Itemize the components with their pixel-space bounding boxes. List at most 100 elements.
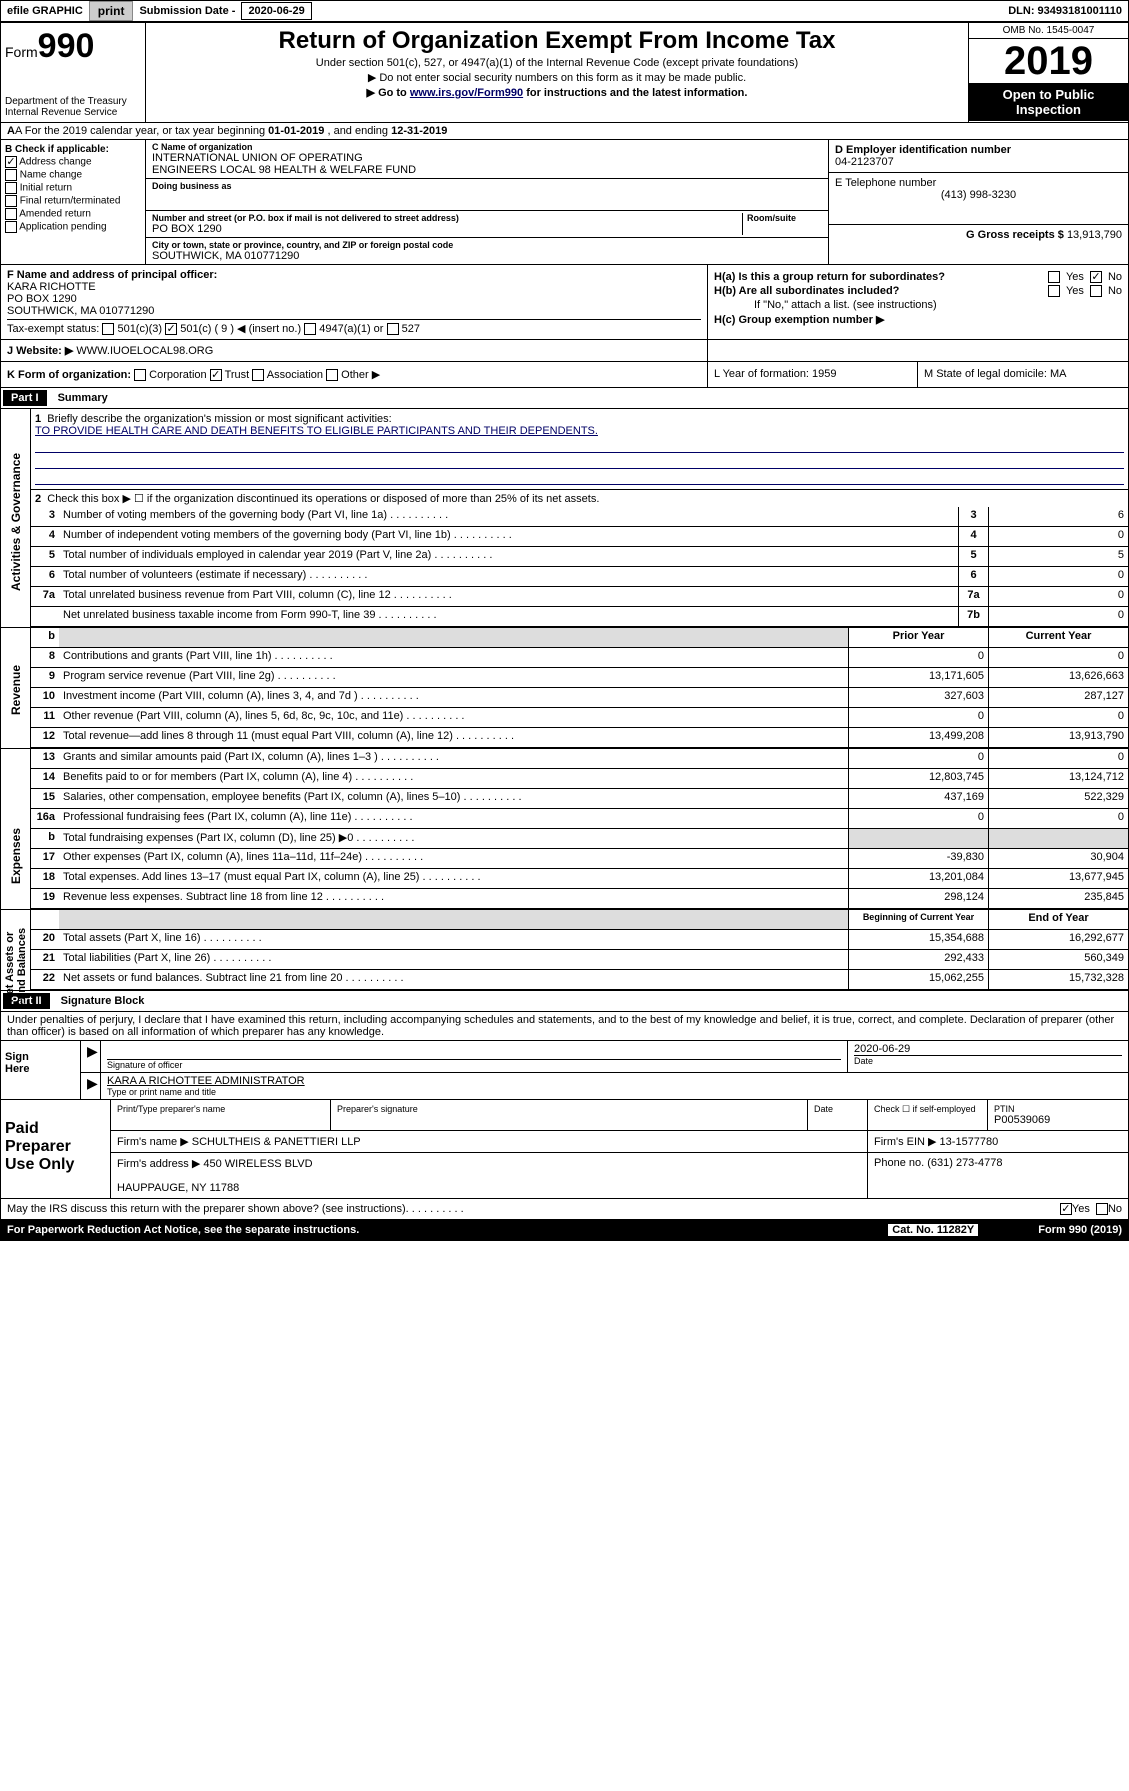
top-toolbar: efile GRAPHIC print Submission Date - 20… <box>0 0 1129 22</box>
summary-line: b Total fundraising expenses (Part IX, c… <box>31 829 1128 849</box>
line2-text: Check this box ▶ ☐ if the organization d… <box>47 493 599 505</box>
efile-label: efile GRAPHIC <box>1 3 89 19</box>
arrow-icon: ▶ <box>87 1043 98 1059</box>
paid-preparer-label: Paid Preparer Use Only <box>1 1100 111 1198</box>
gross-receipts-value: 13,913,790 <box>1067 229 1122 241</box>
org-name-label: C Name of organization <box>152 142 822 152</box>
summary-line: 3 Number of voting members of the govern… <box>31 507 1128 527</box>
current-year-val: 13,913,790 <box>988 728 1128 747</box>
vtab-net-assets: Net Assets or Fund Balances <box>1 910 31 990</box>
prior-year-val <box>848 829 988 848</box>
chk-assoc[interactable] <box>252 369 264 381</box>
chk-4947[interactable] <box>304 323 316 335</box>
prior-year-val: 0 <box>848 809 988 828</box>
firm-addr-label: Firm's address ▶ <box>117 1158 203 1170</box>
line-val: 6 <box>988 507 1128 526</box>
current-year-val: 235,845 <box>988 889 1128 908</box>
row-j-website: J Website: ▶ WWW.IUOELOCAL98.ORG <box>1 340 708 361</box>
phone-value: (413) 998-3230 <box>835 189 1122 201</box>
hb-note: If "No," attach a list. (see instruction… <box>714 299 1122 311</box>
year-box: OMB No. 1545-0047 2019 Open to Public In… <box>968 23 1128 122</box>
current-year-val: 13,626,663 <box>988 668 1128 687</box>
chk-application-pending[interactable]: Application pending <box>5 221 141 233</box>
subtitle-2: ▶ Do not enter social security numbers o… <box>150 71 964 84</box>
hb-yes[interactable] <box>1048 285 1060 297</box>
summary-line: 9 Program service revenue (Part VIII, li… <box>31 668 1128 688</box>
prior-year-val: 15,354,688 <box>848 930 988 949</box>
prior-year-hdr: Prior Year <box>848 628 988 647</box>
row-a-tax-year: AA For the 2019 calendar year, or tax ye… <box>1 123 1128 140</box>
ha-yes[interactable] <box>1048 271 1060 283</box>
dln: DLN: 93493181001110 <box>1002 3 1128 19</box>
prior-year-val: 12,803,745 <box>848 769 988 788</box>
part1-header: Part I <box>3 390 47 406</box>
col-b-header: B Check if applicable: <box>5 144 109 155</box>
firm-name-value: SCHULTHEIS & PANETTIERI LLP <box>192 1136 361 1148</box>
summary-line: 16a Professional fundraising fees (Part … <box>31 809 1128 829</box>
typed-label: Type or print name and title <box>107 1087 1122 1097</box>
discuss-no[interactable] <box>1096 1203 1108 1215</box>
ein-value: 04-2123707 <box>835 156 1122 168</box>
prior-year-val: 298,124 <box>848 889 988 908</box>
firm-phone: Phone no. (631) 273-4778 <box>868 1153 1128 1198</box>
line-box: 5 <box>958 547 988 566</box>
open-to-public: Open to Public Inspection <box>969 83 1128 121</box>
summary-line: 17 Other expenses (Part IX, column (A), … <box>31 849 1128 869</box>
print-button[interactable]: print <box>89 1 134 21</box>
prior-year-val: 0 <box>848 749 988 768</box>
summary-line: 10 Investment income (Part VIII, column … <box>31 688 1128 708</box>
boc-hdr: Beginning of Current Year <box>848 910 988 929</box>
hc-label: H(c) Group exemption number ▶ <box>714 313 884 326</box>
discuss-label: May the IRS discuss this return with the… <box>7 1203 406 1215</box>
chk-amended[interactable]: Amended return <box>5 208 141 220</box>
prep-date-label: Date <box>808 1100 868 1130</box>
hb-no[interactable] <box>1090 285 1102 297</box>
current-year-val: 0 <box>988 809 1128 828</box>
summary-line: 18 Total expenses. Add lines 13–17 (must… <box>31 869 1128 889</box>
summary-line: 8 Contributions and grants (Part VIII, l… <box>31 648 1128 668</box>
firm-ein: Firm's EIN ▶ 13-1577780 <box>868 1131 1128 1152</box>
chk-501c[interactable] <box>165 323 177 335</box>
org-name: INTERNATIONAL UNION OF OPERATING ENGINEE… <box>152 152 822 176</box>
ha-no[interactable] <box>1090 271 1102 283</box>
chk-501c3[interactable] <box>102 323 114 335</box>
current-year-val: 287,127 <box>988 688 1128 707</box>
col-b-checkboxes: B Check if applicable: Address change Na… <box>1 140 146 264</box>
prep-sig-label: Preparer's signature <box>331 1100 808 1130</box>
addr-label: Number and street (or P.O. box if mail i… <box>152 213 742 223</box>
prior-year-val: 13,499,208 <box>848 728 988 747</box>
website-value: WWW.IUOELOCAL98.ORG <box>76 345 213 357</box>
summary-line: 6 Total number of volunteers (estimate i… <box>31 567 1128 587</box>
org-address: PO BOX 1290 <box>152 223 742 235</box>
tax-exempt-label: Tax-exempt status: <box>7 323 99 335</box>
irs-link[interactable]: www.irs.gov/Form990 <box>410 87 523 99</box>
typed-name: KARA A RICHOTTEE ADMINISTRATOR <box>107 1075 1122 1087</box>
arrow-icon: ▶ <box>87 1075 98 1091</box>
form-id-box: Form990 Department of the Treasury Inter… <box>1 23 146 122</box>
chk-final-return[interactable]: Final return/terminated <box>5 195 141 207</box>
current-year-val: 13,124,712 <box>988 769 1128 788</box>
chk-trust[interactable] <box>210 369 222 381</box>
summary-line: 13 Grants and similar amounts paid (Part… <box>31 749 1128 769</box>
discuss-yes[interactable] <box>1060 1203 1072 1215</box>
prior-year-val: 13,171,605 <box>848 668 988 687</box>
website-label: J Website: ▶ <box>7 345 76 357</box>
summary-line: 11 Other revenue (Part VIII, column (A),… <box>31 708 1128 728</box>
chk-other[interactable] <box>326 369 338 381</box>
chk-corp[interactable] <box>134 369 146 381</box>
line1-text: Briefly describe the organization's miss… <box>47 413 391 425</box>
current-year-hdr: Current Year <box>988 628 1128 647</box>
current-year-val: 13,677,945 <box>988 869 1128 888</box>
chk-initial-return[interactable]: Initial return <box>5 182 141 194</box>
summary-line: 22 Net assets or fund balances. Subtract… <box>31 970 1128 990</box>
date-label: Date <box>854 1055 1122 1066</box>
col-c-org-info: C Name of organization INTERNATIONAL UNI… <box>146 140 828 264</box>
chk-address-change[interactable]: Address change <box>5 156 141 168</box>
summary-line: 21 Total liabilities (Part X, line 26) 2… <box>31 950 1128 970</box>
chk-527[interactable] <box>387 323 399 335</box>
vtab-revenue: Revenue <box>1 628 31 748</box>
row-k-form-org: K Form of organization: Corporation Trus… <box>1 362 708 387</box>
org-city: SOUTHWICK, MA 010771290 <box>152 250 822 262</box>
chk-name-change[interactable]: Name change <box>5 169 141 181</box>
prior-year-val: 437,169 <box>848 789 988 808</box>
